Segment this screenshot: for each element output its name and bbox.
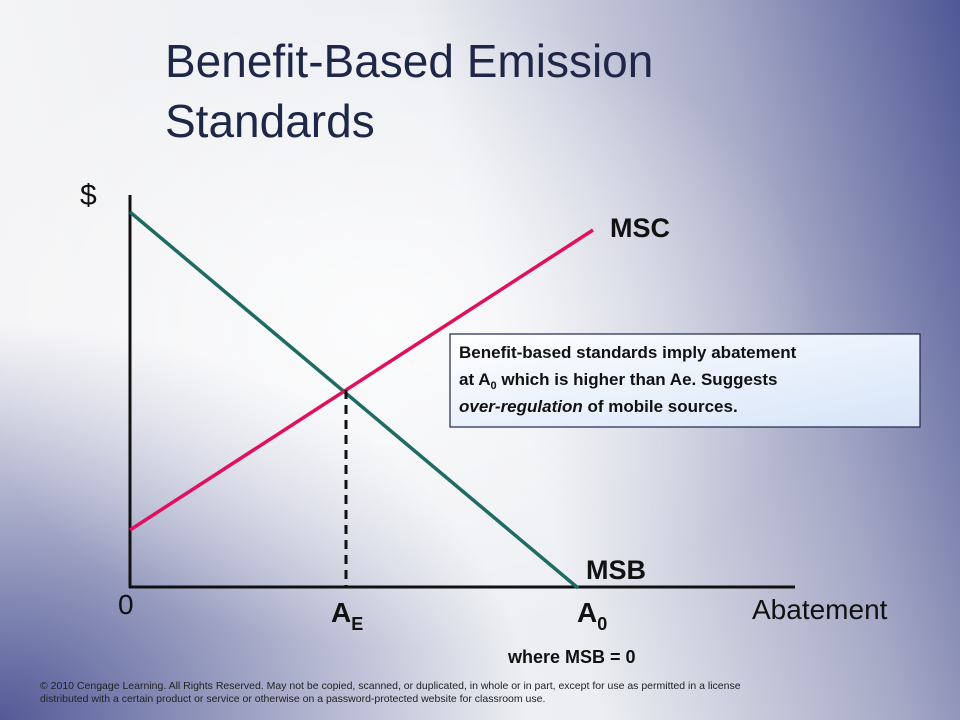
ae-main: A [331, 597, 351, 628]
note-line: Benefit-based standards imply abatement [459, 343, 797, 362]
msc-label: MSC [610, 213, 670, 243]
msb-label: MSB [586, 555, 646, 585]
note: Benefit-based standards imply abatement … [459, 343, 797, 416]
x-axis-label: Abatement [752, 594, 888, 625]
note-text: which is higher than Ae. Suggests [497, 370, 778, 389]
a0-label: A0 [577, 597, 607, 634]
note-italic: over-regulation [459, 397, 583, 416]
note-text: at A [459, 370, 491, 389]
note-line: over-regulation of mobile sources. [459, 397, 738, 416]
copyright-line: distributed with a certain product or se… [40, 693, 545, 705]
ae-sub: E [351, 614, 363, 634]
note-box [449, 333, 921, 428]
y-axis-label: $ [80, 179, 97, 212]
copyright-line: © 2010 Cengage Learning. All Rights Rese… [40, 680, 741, 692]
msc-curve [129, 228, 594, 532]
a0-note: where MSB = 0 [507, 647, 636, 667]
note-sub: 0 [491, 380, 497, 392]
msb-curve [128, 210, 580, 590]
title-line: Benefit-Based Emission [165, 35, 653, 87]
title-line: Standards [165, 95, 375, 147]
ae-label: AE [331, 597, 363, 634]
title: Benefit-Based Emission Standards [165, 35, 653, 147]
origin-label: 0 [118, 589, 134, 620]
footer: © 2010 Cengage Learning. All Rights Rese… [40, 680, 741, 705]
a0-main: A [577, 597, 597, 628]
note-text: of mobile sources. [583, 397, 738, 416]
note-line: at A0 which is higher than Ae. Suggests [459, 370, 777, 392]
a0-sub: 0 [597, 614, 607, 634]
